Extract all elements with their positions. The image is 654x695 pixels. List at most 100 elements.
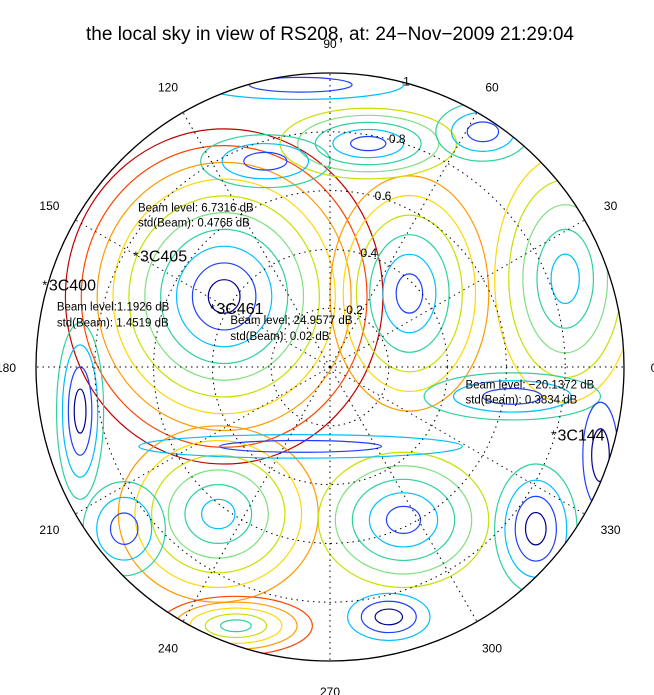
- contour-line: [109, 512, 139, 545]
- contour-line: [524, 511, 547, 546]
- contour-line: [61, 344, 99, 478]
- contour-line: [369, 234, 450, 353]
- angle-tick-label: 0: [651, 361, 654, 375]
- source-name-label: 3C461: [216, 301, 263, 318]
- contour-line: [175, 245, 273, 348]
- contour-line: [452, 380, 572, 413]
- contour-line: [423, 372, 602, 421]
- contour-line: [248, 76, 353, 93]
- contour-line: [112, 178, 336, 415]
- angle-tick-labels: 0 30 60 90 120 150 180 210 240 270 300 330: [0, 37, 654, 695]
- contour-line: [200, 134, 331, 189]
- contour-line: [220, 619, 252, 633]
- radial-tick-label: 0.6: [375, 189, 392, 203]
- contour-line: [385, 505, 422, 535]
- radial-tick-label: 1: [403, 75, 410, 89]
- contour-line: [191, 262, 257, 331]
- contour-line: [279, 107, 458, 180]
- beam-std-label: std(Beam): 0.02 dB: [230, 331, 329, 343]
- source-marker: *: [133, 248, 138, 263]
- contour-line: [243, 151, 288, 171]
- contour-line: [158, 595, 313, 656]
- contour-line: [201, 498, 236, 530]
- angle-tick-label: 90: [323, 37, 337, 51]
- beam-level-label: Beam level:1.1926 dB: [57, 302, 170, 314]
- contour-layer: [55, 73, 624, 656]
- contour-line: [160, 228, 289, 365]
- angle-tick-label: 210: [39, 523, 59, 537]
- contour-line: [395, 273, 424, 314]
- source-marker: *: [551, 428, 556, 443]
- contour-line: [329, 175, 490, 412]
- angle-tick-label: 240: [158, 642, 178, 656]
- radial-tick-label: 0.2: [346, 303, 363, 317]
- contour-line: [96, 496, 153, 561]
- beam-std-label: std(Beam): 0.4765 dB: [138, 217, 250, 229]
- source-name-label: 3C400: [49, 278, 96, 295]
- radial-tick-labels: 0.2 0.4 0.6 0.8 1: [346, 75, 410, 317]
- contour-line: [144, 212, 305, 381]
- contour-line: [204, 613, 268, 639]
- angle-tick-label: 150: [39, 199, 59, 213]
- contour-line: [219, 439, 383, 453]
- angle-tick-label: 60: [485, 80, 499, 94]
- contour-line: [184, 484, 253, 545]
- angle-tick-label: 120: [158, 80, 178, 94]
- contour-line: [297, 114, 440, 173]
- contour-line: [351, 478, 456, 562]
- contour-line: [128, 195, 321, 398]
- source-name-label: 3C405: [140, 248, 187, 265]
- contour-line: [349, 135, 387, 152]
- angle-gridline: [329, 366, 478, 622]
- contour-line: [450, 111, 515, 153]
- source-name-label: 3C144: [557, 428, 604, 445]
- contour-line: [55, 322, 105, 500]
- contour-line: [167, 469, 269, 559]
- beam-std-label: std(Beam): 0.3834 dB: [465, 395, 577, 407]
- radial-gridline: [211, 248, 449, 486]
- contour-line: [466, 121, 500, 143]
- radial-tick-label: 0.4: [360, 246, 377, 260]
- contour-line: [138, 434, 463, 459]
- angle-tick-label: 180: [0, 361, 16, 375]
- radial-gridline: [270, 307, 390, 427]
- radial-tick-label: 0.8: [389, 132, 406, 146]
- angle-gridline: [182, 366, 331, 622]
- chart-title: the local sky in view of RS208, at: 24−N…: [86, 24, 574, 45]
- contour-line: [482, 387, 543, 405]
- contour-line: [582, 401, 619, 509]
- contour-line: [514, 495, 557, 562]
- contour-line: [73, 388, 87, 434]
- contour-line: [522, 204, 609, 354]
- angle-tick-label: 30: [604, 199, 618, 213]
- contour-line: [435, 101, 531, 162]
- contour-line: [368, 492, 439, 548]
- contour-line: [382, 253, 437, 334]
- contour-line: [67, 366, 93, 456]
- contour-line: [174, 601, 298, 650]
- angle-tick-label: 300: [482, 642, 502, 656]
- contour-line: [96, 161, 352, 432]
- contour-line: [207, 279, 241, 314]
- contour-line: [342, 194, 477, 393]
- contour-line: [494, 463, 578, 594]
- contour-line: [355, 214, 463, 373]
- contour-line: [221, 142, 310, 180]
- contour-line: [151, 454, 286, 574]
- beam-level-label: Beam level: 24.9577 dB: [230, 315, 352, 327]
- contour-line: [334, 465, 473, 575]
- polar-grid: [36, 73, 624, 661]
- beam-std-label: std(Beam): 1.4519 dB: [57, 318, 169, 330]
- contour-line: [374, 608, 404, 626]
- source-marker: *: [210, 301, 215, 316]
- contour-line: [536, 228, 595, 329]
- contour-line: [504, 479, 568, 578]
- angle-tick-label: 330: [601, 523, 621, 537]
- horizon-circle: [35, 72, 625, 662]
- radial-gridline: [94, 131, 566, 603]
- angle-tick-label: 270: [320, 685, 340, 695]
- contour-line: [134, 439, 303, 589]
- contour-line: [317, 451, 490, 589]
